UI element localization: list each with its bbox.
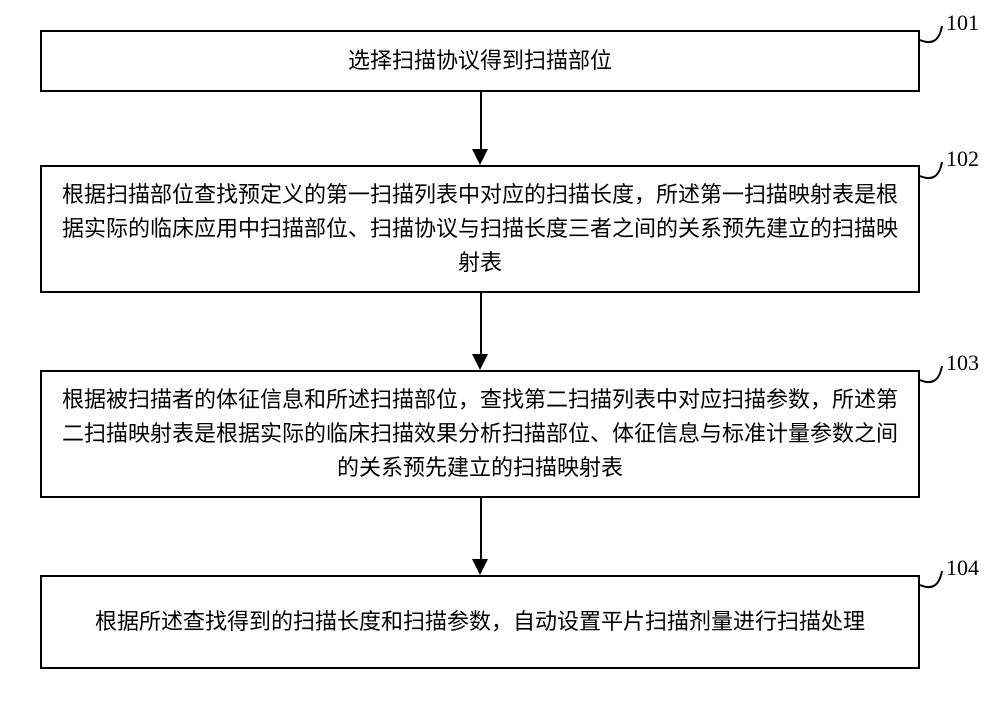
step-103-box: 根据被扫描者的体征信息和所述扫描部位，查找第二扫描列表中对应扫描参数，所述第二扫… (40, 370, 920, 498)
arrow-103-104-head (472, 559, 488, 575)
arrow-102-103-head (472, 354, 488, 370)
step-104-box: 根据所述查找得到的扫描长度和扫描参数，自动设置平片扫描剂量进行扫描处理 (40, 575, 920, 669)
step-101-text: 选择扫描协议得到扫描部位 (348, 44, 612, 78)
arrow-102-103-line (480, 293, 482, 354)
step-101-box: 选择扫描协议得到扫描部位 (40, 30, 920, 92)
arrow-101-102-head (472, 149, 488, 165)
step-103-text: 根据被扫描者的体征信息和所述扫描部位，查找第二扫描列表中对应扫描参数，所述第二扫… (54, 383, 906, 485)
step-102-box: 根据扫描部位查找预定义的第一扫描列表中对应的扫描长度，所述第一扫描映射表是根据实… (40, 165, 920, 293)
step-104-text: 根据所述查找得到的扫描长度和扫描参数，自动设置平片扫描剂量进行扫描处理 (95, 605, 865, 639)
step-104-label: 104 (946, 555, 979, 581)
step-103-label: 103 (946, 350, 979, 376)
flowchart-canvas: 选择扫描协议得到扫描部位 101 根据扫描部位查找预定义的第一扫描列表中对应的扫… (0, 0, 1000, 705)
arrow-103-104-line (480, 498, 482, 559)
arrow-101-102-line (480, 92, 482, 149)
step-102-label: 102 (946, 146, 979, 172)
step-102-text: 根据扫描部位查找预定义的第一扫描列表中对应的扫描长度，所述第一扫描映射表是根据实… (54, 178, 906, 280)
step-101-label: 101 (946, 10, 979, 36)
